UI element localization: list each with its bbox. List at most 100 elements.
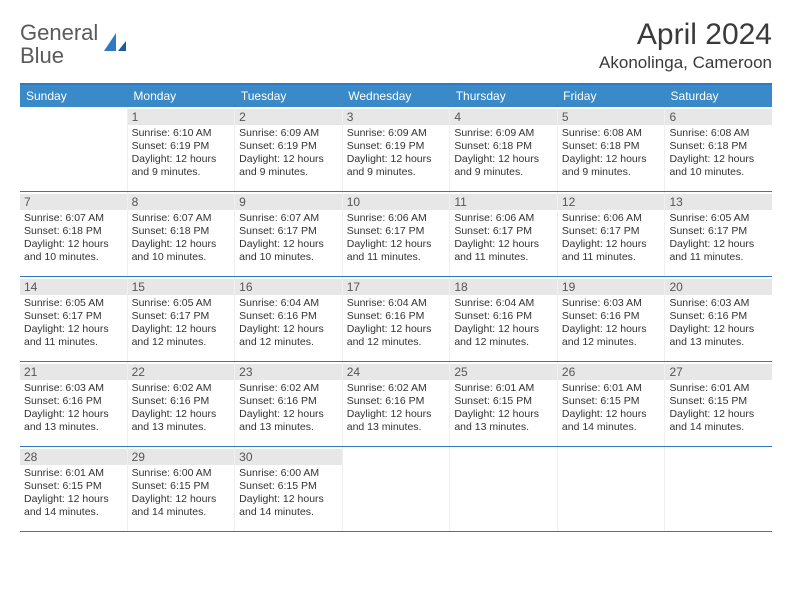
daylight-text: Daylight: 12 hours and 11 minutes.: [454, 238, 553, 264]
sunrise-text: Sunrise: 6:07 AM: [132, 212, 231, 225]
daylight-text: Daylight: 12 hours and 13 minutes.: [24, 408, 123, 434]
day-cell: [558, 447, 666, 531]
daylight-text: Daylight: 12 hours and 14 minutes.: [132, 493, 231, 519]
day-number: 18: [450, 279, 557, 295]
day-number: 22: [128, 364, 235, 380]
day-number: 30: [235, 449, 342, 465]
day-details: Sunrise: 6:01 AMSunset: 6:15 PMDaylight:…: [562, 382, 661, 435]
day-cell: 1Sunrise: 6:10 AMSunset: 6:19 PMDaylight…: [128, 107, 236, 191]
day-details: Sunrise: 6:05 AMSunset: 6:17 PMDaylight:…: [132, 297, 231, 350]
sunset-text: Sunset: 6:17 PM: [347, 225, 446, 238]
week-row: 7Sunrise: 6:07 AMSunset: 6:18 PMDaylight…: [20, 192, 772, 277]
day-cell: 15 Sunrise: 6:05 AMSunset: 6:17 PMDayligh…: [128, 277, 236, 361]
sunset-text: Sunset: 6:16 PM: [132, 395, 231, 408]
day-number: 7: [20, 194, 127, 210]
day-details: Sunrise: 6:05 AMSunset: 6:17 PMDaylight:…: [669, 212, 768, 265]
day-details: Sunrise: 6:01 AMSunset: 6:15 PMDaylight:…: [24, 467, 123, 520]
sunset-text: Sunset: 6:17 PM: [239, 225, 338, 238]
daylight-text: Daylight: 12 hours and 12 minutes.: [239, 323, 338, 349]
day-cell: 12Sunrise: 6:06 AMSunset: 6:17 PMDayligh…: [558, 192, 666, 276]
day-details: Sunrise: 6:06 AMSunset: 6:17 PMDaylight:…: [562, 212, 661, 265]
sunrise-text: Sunrise: 6:10 AM: [132, 127, 231, 140]
sunset-text: Sunset: 6:17 PM: [454, 225, 553, 238]
sunset-text: Sunset: 6:18 PM: [562, 140, 661, 153]
day-cell: 7Sunrise: 6:07 AMSunset: 6:18 PMDaylight…: [20, 192, 128, 276]
sunset-text: Sunset: 6:15 PM: [669, 395, 768, 408]
day-details: Sunrise: 6:04 AMSunset: 6:16 PMDaylight:…: [347, 297, 446, 350]
day-details: Sunrise: 6:04 AMSunset: 6:16 PMDaylight:…: [454, 297, 553, 350]
day-number: 8: [128, 194, 235, 210]
sunrise-text: Sunrise: 6:02 AM: [239, 382, 338, 395]
day-number: 15: [128, 279, 235, 295]
daylight-text: Daylight: 12 hours and 10 minutes.: [239, 238, 338, 264]
sunrise-text: Sunrise: 6:09 AM: [239, 127, 338, 140]
sunset-text: Sunset: 6:18 PM: [454, 140, 553, 153]
day-details: Sunrise: 6:02 AMSunset: 6:16 PMDaylight:…: [132, 382, 231, 435]
day-details: Sunrise: 6:08 AMSunset: 6:18 PMDaylight:…: [562, 127, 661, 180]
sunset-text: Sunset: 6:16 PM: [562, 310, 661, 323]
day-number: 26: [558, 364, 665, 380]
sunset-text: Sunset: 6:18 PM: [669, 140, 768, 153]
day-details: Sunrise: 6:10 AMSunset: 6:19 PMDaylight:…: [132, 127, 231, 180]
day-cell: 22 Sunrise: 6:02 AMSunset: 6:16 PMDayligh…: [128, 362, 236, 446]
sunrise-text: Sunrise: 6:04 AM: [454, 297, 553, 310]
sunset-text: Sunset: 6:15 PM: [132, 480, 231, 493]
sunrise-text: Sunrise: 6:07 AM: [239, 212, 338, 225]
day-cell: 16Sunrise: 6:04 AMSunset: 6:16 PMDayligh…: [235, 277, 343, 361]
sunset-text: Sunset: 6:18 PM: [24, 225, 123, 238]
day-details: Sunrise: 6:03 AMSunset: 6:16 PMDaylight:…: [562, 297, 661, 350]
week-row: 21Sunrise: 6:03 AMSunset: 6:16 PMDayligh…: [20, 362, 772, 447]
day-cell: [343, 447, 451, 531]
sunrise-text: Sunrise: 6:00 AM: [132, 467, 231, 480]
sunset-text: Sunset: 6:19 PM: [347, 140, 446, 153]
day-cell: 30Sunrise: 6:00 AMSunset: 6:15 PMDayligh…: [235, 447, 343, 531]
daylight-text: Daylight: 12 hours and 11 minutes.: [669, 238, 768, 264]
daylight-text: Daylight: 12 hours and 10 minutes.: [24, 238, 123, 264]
day-cell: 24Sunrise: 6:02 AMSunset: 6:16 PMDayligh…: [343, 362, 451, 446]
daylight-text: Daylight: 12 hours and 13 minutes.: [347, 408, 446, 434]
day-cell: 13Sunrise: 6:05 AMSunset: 6:17 PMDayligh…: [665, 192, 772, 276]
sunset-text: Sunset: 6:19 PM: [239, 140, 338, 153]
month-title: April 2024: [599, 18, 772, 51]
day-cell: 3Sunrise: 6:09 AMSunset: 6:19 PMDaylight…: [343, 107, 451, 191]
day-details: Sunrise: 6:09 AMSunset: 6:18 PMDaylight:…: [454, 127, 553, 180]
day-cell: 8 Sunrise: 6:07 AMSunset: 6:18 PMDaylight…: [128, 192, 236, 276]
day-number: 2: [235, 109, 342, 125]
day-number: 14: [20, 279, 127, 295]
day-number: 16: [235, 279, 342, 295]
daylight-text: Daylight: 12 hours and 9 minutes.: [347, 153, 446, 179]
logo: General Blue: [20, 18, 128, 68]
daylight-text: Daylight: 12 hours and 13 minutes.: [239, 408, 338, 434]
week-row: 1Sunrise: 6:10 AMSunset: 6:19 PMDaylight…: [20, 107, 772, 192]
sunset-text: Sunset: 6:18 PM: [132, 225, 231, 238]
day-cell: 28Sunrise: 6:01 AMSunset: 6:15 PMDayligh…: [20, 447, 128, 531]
daylight-text: Daylight: 12 hours and 10 minutes.: [132, 238, 231, 264]
sunrise-text: Sunrise: 6:01 AM: [454, 382, 553, 395]
day-cell: 26 Sunrise: 6:01 AMSunset: 6:15 PMDayligh…: [558, 362, 666, 446]
sunrise-text: Sunrise: 6:06 AM: [454, 212, 553, 225]
day-details: Sunrise: 6:06 AMSunset: 6:17 PMDaylight:…: [347, 212, 446, 265]
daylight-text: Daylight: 12 hours and 10 minutes.: [669, 153, 768, 179]
weekday-header: Tuesday: [235, 85, 342, 107]
day-number: 20: [665, 279, 772, 295]
sunrise-text: Sunrise: 6:03 AM: [562, 297, 661, 310]
day-cell: 11Sunrise: 6:06 AMSunset: 6:17 PMDayligh…: [450, 192, 558, 276]
weekday-header: Saturday: [665, 85, 772, 107]
day-cell: [20, 107, 128, 191]
logo-text-blue: Blue: [20, 43, 64, 68]
sunrise-text: Sunrise: 6:09 AM: [454, 127, 553, 140]
daylight-text: Daylight: 12 hours and 12 minutes.: [454, 323, 553, 349]
sunset-text: Sunset: 6:19 PM: [132, 140, 231, 153]
day-details: Sunrise: 6:09 AMSunset: 6:19 PMDaylight:…: [347, 127, 446, 180]
day-cell: 29Sunrise: 6:00 AMSunset: 6:15 PMDayligh…: [128, 447, 236, 531]
day-number: 27: [665, 364, 772, 380]
sunset-text: Sunset: 6:15 PM: [562, 395, 661, 408]
weekday-header: Thursday: [450, 85, 557, 107]
day-number: 21: [20, 364, 127, 380]
weekday-header: Monday: [127, 85, 234, 107]
daylight-text: Daylight: 12 hours and 13 minutes.: [669, 323, 768, 349]
sunrise-text: Sunrise: 6:06 AM: [347, 212, 446, 225]
day-cell: 23Sunrise: 6:02 AMSunset: 6:16 PMDayligh…: [235, 362, 343, 446]
week-row: 14 Sunrise: 6:05 AMSunset: 6:17 PMDayligh…: [20, 277, 772, 362]
day-cell: 21Sunrise: 6:03 AMSunset: 6:16 PMDayligh…: [20, 362, 128, 446]
